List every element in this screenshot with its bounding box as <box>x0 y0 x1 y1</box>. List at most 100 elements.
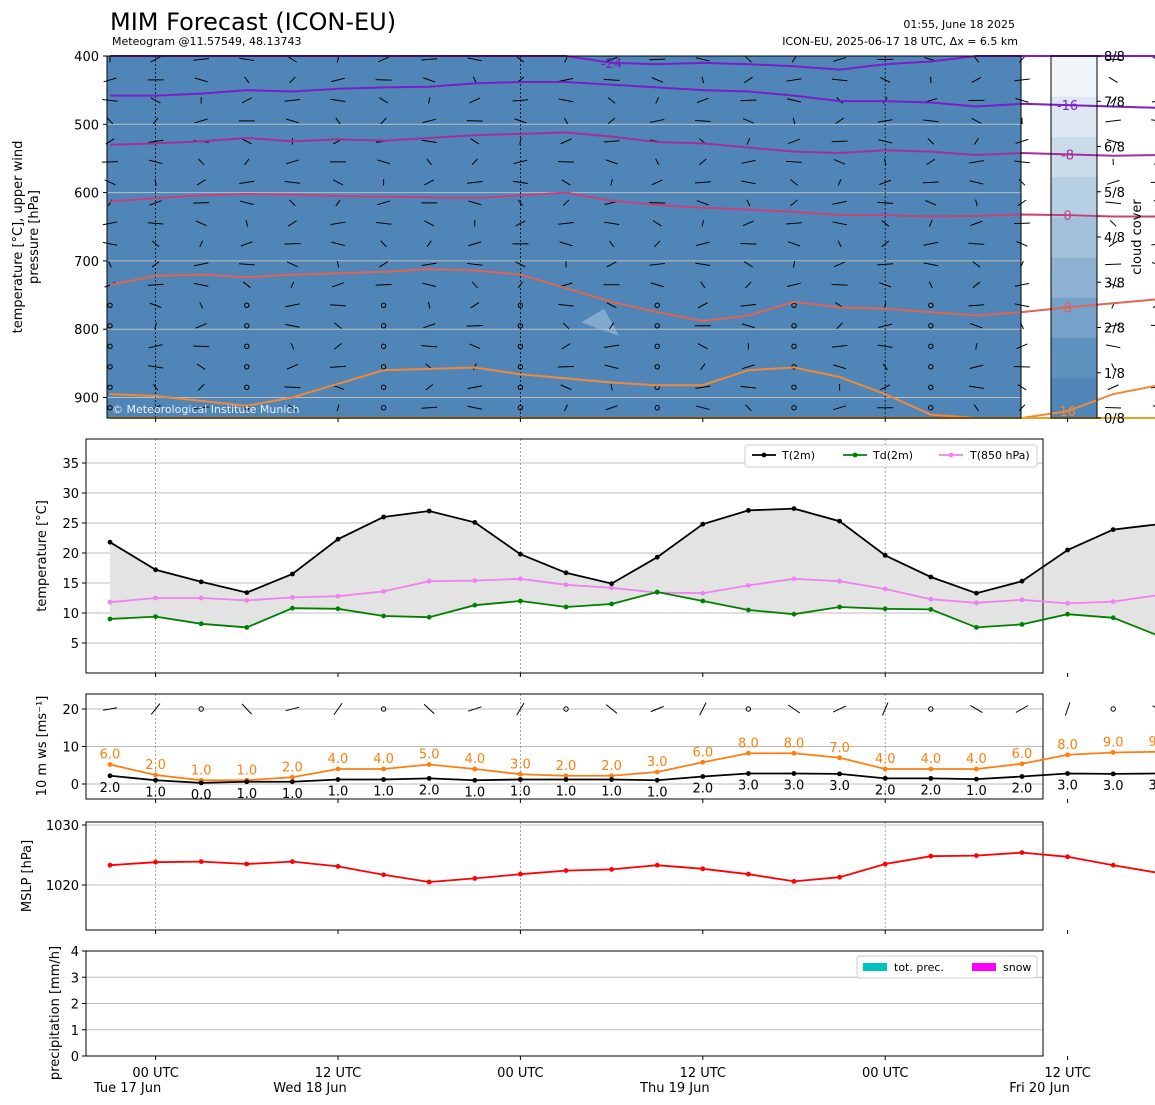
wind-barb <box>286 363 299 370</box>
wind-barb <box>649 58 666 61</box>
calm-marker <box>928 343 934 349</box>
gust-value-label: 6.0 <box>1012 747 1033 762</box>
wind-barb <box>467 405 483 410</box>
calm-marker <box>654 364 660 370</box>
wind-barb <box>330 98 346 103</box>
t2m-point <box>791 506 797 511</box>
wind-barb <box>104 179 116 186</box>
mslp-point <box>381 872 386 878</box>
wind-barb <box>972 261 981 268</box>
wind-barb <box>740 385 757 389</box>
y-tick-label: 5 <box>71 637 79 652</box>
calm-marker <box>791 384 797 390</box>
wind-barb <box>466 120 483 122</box>
wind-barb <box>877 119 893 123</box>
wind-barb <box>424 179 435 186</box>
wind-barb <box>195 322 207 329</box>
mslp-point <box>244 861 250 867</box>
t850-point <box>290 595 295 600</box>
t2m-point <box>518 551 523 557</box>
t850-point <box>700 590 706 596</box>
colorbar-label: cloud cover <box>1130 199 1145 275</box>
t2m-point <box>837 518 842 524</box>
panel-frame <box>85 821 1044 931</box>
wind-barb <box>831 78 848 82</box>
wind-barb <box>970 704 983 714</box>
wind-barb <box>375 79 392 81</box>
wind-barb <box>928 281 933 289</box>
wind-barb <box>331 282 345 288</box>
wind-barb <box>288 404 297 411</box>
x-date-label: Wed 18 Jun <box>273 1081 346 1096</box>
wind-barb <box>834 261 846 268</box>
t850-point <box>381 589 386 594</box>
calm-marker <box>380 384 387 390</box>
gust-point <box>1110 750 1116 755</box>
wind-barb <box>608 322 615 330</box>
wind-barb <box>193 345 210 348</box>
wind-barb <box>1016 241 1028 247</box>
wind-barb <box>655 158 660 166</box>
x-tick-label: 00 UTC <box>132 1066 178 1081</box>
wind-barb <box>149 200 162 206</box>
wind-barb <box>375 221 392 225</box>
wind-barb <box>421 58 438 61</box>
wind-barb <box>151 240 160 248</box>
wind-barb <box>786 222 802 225</box>
colorbar-tick-label: 3/8 <box>1104 276 1125 291</box>
y-tick-label: 2 <box>71 998 79 1013</box>
wind-value-label: 2.0 <box>875 783 896 798</box>
wind-barb <box>199 301 204 309</box>
legend-box <box>856 955 1038 979</box>
y-tick-label: 900 <box>74 392 99 407</box>
wind-value-label: 3.0 <box>1103 779 1124 794</box>
wind-barb <box>1018 56 1026 63</box>
wind-barb <box>471 158 479 166</box>
wind-barb <box>558 98 574 103</box>
wind-barb <box>1017 199 1027 207</box>
wind-barb <box>787 98 801 103</box>
wind-barb <box>428 97 431 104</box>
wind-barb <box>1014 365 1030 368</box>
calm-marker <box>1110 706 1116 712</box>
t2m-point <box>746 508 751 513</box>
wind-barb <box>882 702 889 716</box>
mslp-point <box>882 861 888 867</box>
wind-barb <box>696 200 709 206</box>
td2m-point <box>791 611 797 617</box>
wind-barb <box>878 139 893 144</box>
wind-barb <box>969 364 984 369</box>
t850-point <box>882 586 888 592</box>
gust-value-label: 3.0 <box>510 757 531 772</box>
wind-value-label: 1.0 <box>510 785 531 800</box>
legend-t2m-label: T(2m) <box>781 449 815 462</box>
gust-value-label: 6.0 <box>692 745 713 760</box>
wind-barb <box>1107 384 1119 391</box>
wind-barb <box>791 56 797 63</box>
t2m-point <box>1019 578 1025 584</box>
wind-barb <box>558 161 574 163</box>
wind-barb <box>519 138 522 145</box>
wind-barb <box>605 704 618 714</box>
wind-barb <box>650 282 664 288</box>
x-tick-label: 12 UTC <box>680 1066 726 1081</box>
y-tick-label: 1 <box>71 1024 79 1039</box>
wind-barb <box>968 304 985 307</box>
calm-marker <box>198 706 204 712</box>
wind-barb <box>695 385 711 389</box>
t850-point <box>746 583 751 588</box>
y-tick-label: 20 <box>62 547 79 562</box>
wind-barb <box>973 404 980 412</box>
wind-barb <box>561 343 571 350</box>
wind-barb <box>285 303 300 308</box>
y-tick-label: 600 <box>74 187 99 202</box>
wind-barb <box>148 139 164 144</box>
wind-barb <box>467 385 483 390</box>
wind-barb <box>285 706 300 712</box>
wind-barb <box>881 240 890 248</box>
calm-marker <box>517 384 524 390</box>
t2m-point <box>974 590 979 596</box>
colorbar-segment <box>1051 136 1097 178</box>
t2m-point <box>198 579 204 585</box>
isotherm-label: -8 <box>1061 148 1074 163</box>
